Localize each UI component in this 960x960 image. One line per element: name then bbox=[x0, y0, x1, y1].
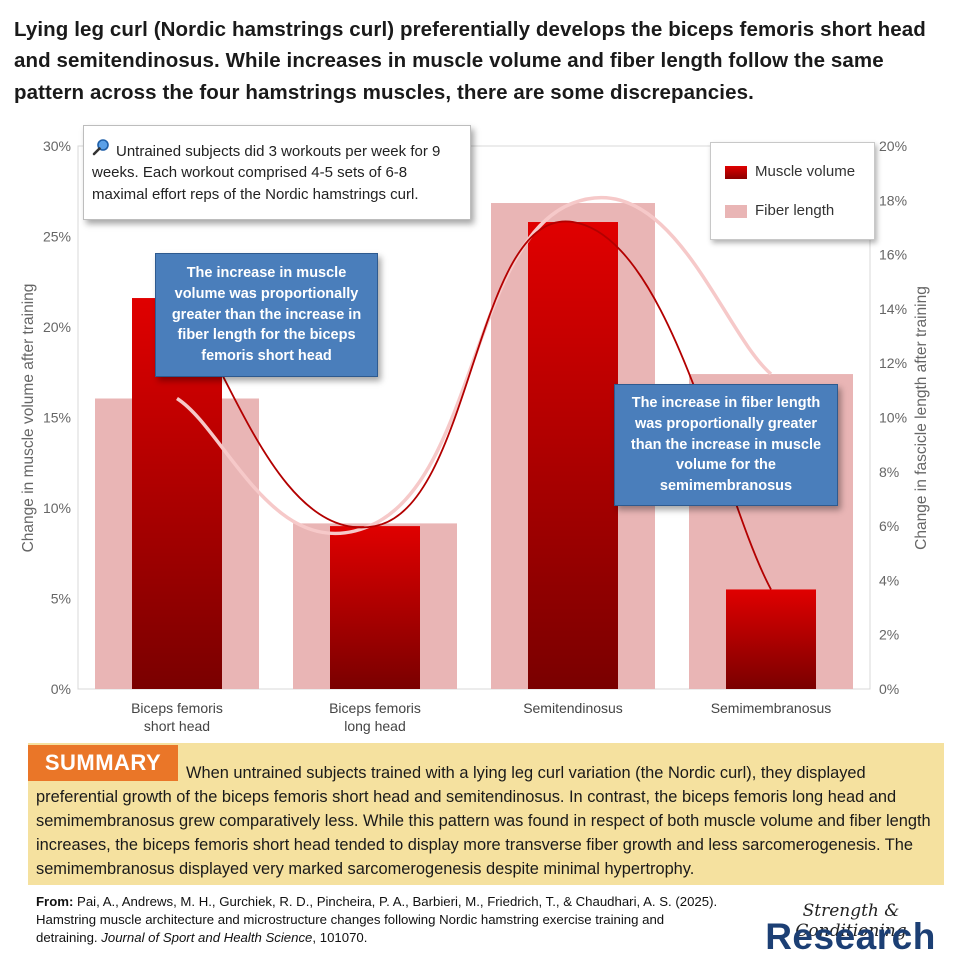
bar-muscle-volume bbox=[528, 222, 618, 689]
left-axis-title: Change in muscle volume after training bbox=[20, 284, 37, 553]
left-axis-tick-label: 20% bbox=[43, 319, 71, 335]
left-axis-tick-label: 5% bbox=[51, 591, 71, 607]
right-axis-title: Change in fascicle length after training bbox=[913, 286, 930, 550]
left-axis-tick-label: 15% bbox=[43, 410, 71, 426]
magnifier-icon bbox=[92, 138, 110, 162]
right-axis-tick-label: 18% bbox=[879, 192, 907, 208]
summary-panel bbox=[28, 743, 944, 885]
reference: From: Pai, A., Andrews, M. H., Gurchiek,… bbox=[36, 893, 726, 947]
study-note-text: Untrained subjects did 3 workouts per we… bbox=[92, 143, 441, 203]
category-label: short head bbox=[144, 718, 210, 734]
chart-legend: Muscle volume Fiber length bbox=[710, 142, 875, 240]
study-note: Untrained subjects did 3 workouts per we… bbox=[83, 125, 471, 220]
right-axis-tick-label: 16% bbox=[879, 247, 907, 263]
right-axis-tick-label: 20% bbox=[879, 138, 907, 154]
category-label: Semimembranosus bbox=[711, 700, 832, 716]
page-title: Lying leg curl (Nordic hamstrings curl) … bbox=[14, 18, 926, 104]
right-axis-tick-label: 10% bbox=[879, 410, 907, 426]
left-axis-tick-label: 10% bbox=[43, 500, 71, 516]
legend-label: Fiber length bbox=[755, 202, 835, 219]
trend-curves bbox=[176, 195, 773, 590]
bar-muscle-volume bbox=[330, 526, 420, 689]
callout-biceps-short-head: The increase in muscle volume was propor… bbox=[155, 253, 378, 377]
muscle-volume-curve bbox=[176, 220, 772, 590]
summary-text: When untrained subjects trained with a l… bbox=[36, 764, 931, 878]
summary-tag: SUMMARY bbox=[28, 745, 178, 781]
category-label: Biceps femoris bbox=[329, 700, 421, 716]
plot-area-frame bbox=[77, 145, 871, 690]
reference-suffix: , 101070. bbox=[312, 929, 368, 945]
brand-logo-bottom: Research bbox=[765, 916, 936, 957]
legend-swatch bbox=[725, 166, 747, 179]
category-label: Biceps femoris bbox=[131, 700, 223, 716]
right-axis-ticks: 0% 2% 4% 6% 8% 10% 12% 14% 16% 18% 20% bbox=[879, 138, 907, 697]
callout-semimembranosus: The increase in fiber length was proport… bbox=[614, 384, 838, 506]
right-axis-tick-label: 8% bbox=[879, 464, 899, 480]
right-axis-tick-label: 12% bbox=[879, 355, 907, 371]
right-axis-tick-label: 2% bbox=[879, 627, 899, 643]
legend-swatch bbox=[725, 205, 747, 218]
bar-muscle-volume bbox=[726, 589, 816, 689]
right-axis-tick-label: 6% bbox=[879, 518, 899, 534]
legend-label: Muscle volume bbox=[755, 163, 856, 180]
reference-journal: Journal of Sport and Health Science bbox=[101, 929, 313, 945]
category-label: Semitendinosus bbox=[523, 700, 623, 716]
left-axis-tick-label: 30% bbox=[43, 138, 71, 154]
left-axis-tick-label: 25% bbox=[43, 229, 71, 245]
brand-logo-top: Strength & Conditioning bbox=[795, 901, 907, 941]
left-axis-tick-label: 0% bbox=[51, 681, 71, 697]
muscle-volume-bars bbox=[132, 222, 816, 689]
category-labels: Biceps femoris short head Biceps femoris lo… bbox=[131, 700, 831, 734]
reference-authors: Pai, A., Andrews, M. H., Gurchiek, R. D.… bbox=[36, 894, 718, 945]
category-label: long head bbox=[344, 718, 406, 734]
right-axis-tick-label: 0% bbox=[879, 681, 899, 697]
reference-label: From: bbox=[36, 894, 74, 909]
left-axis-ticks: 0% 5% 10% 15% 20% 25% 30% bbox=[43, 138, 71, 697]
right-axis-tick-label: 14% bbox=[879, 301, 907, 317]
bar-chart: 0% 5% 10% 15% 20% 25% 30% 0% 2% 4% 6% 8% 10% 12% 14% 1… bbox=[20, 138, 930, 734]
right-axis-tick-label: 4% bbox=[879, 572, 899, 588]
